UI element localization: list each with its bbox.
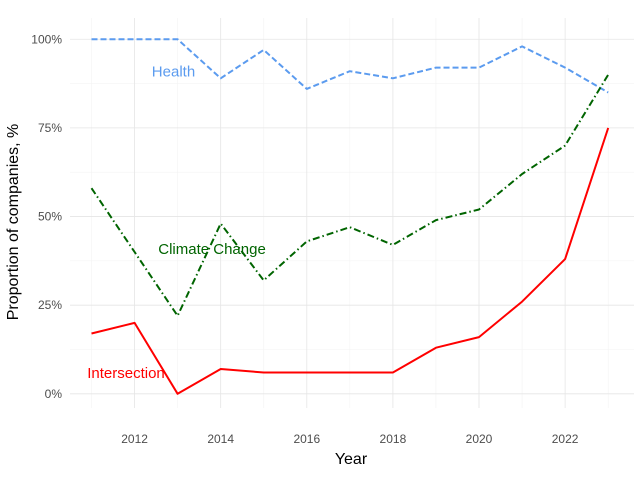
x-tick-label: 2022 xyxy=(552,432,579,446)
health-series-label: Health xyxy=(152,64,195,81)
x-tick-label: 2020 xyxy=(466,432,493,446)
climate-change-series-label: Climate Change xyxy=(158,241,266,258)
x-axis-ticks: 2012 2014 2016 2018 2020 2022 xyxy=(121,432,579,446)
climate-change-line xyxy=(90,74,610,317)
series-lines xyxy=(90,38,610,395)
y-tick-label: 75% xyxy=(38,121,62,135)
intersection-series-label: Intersection xyxy=(87,365,165,382)
x-tick-label: 2016 xyxy=(293,432,320,446)
y-axis-title: Proportion of companies, % xyxy=(5,124,22,321)
x-tick-label: 2014 xyxy=(207,432,234,446)
y-tick-label: 100% xyxy=(31,32,62,46)
intersection-line xyxy=(91,127,610,395)
y-tick-label: 0% xyxy=(45,387,63,401)
y-tick-label: 25% xyxy=(38,298,62,312)
x-tick-label: 2012 xyxy=(121,432,148,446)
series-labels: Health Climate Change Intersection xyxy=(87,64,266,382)
x-axis-title: Year xyxy=(335,451,368,468)
x-tick-label: 2018 xyxy=(380,432,407,446)
health-line xyxy=(91,38,609,94)
y-tick-label: 50% xyxy=(38,210,62,224)
y-axis-ticks: 0% 25% 50% 75% 100% xyxy=(31,32,62,401)
grid xyxy=(70,18,634,408)
